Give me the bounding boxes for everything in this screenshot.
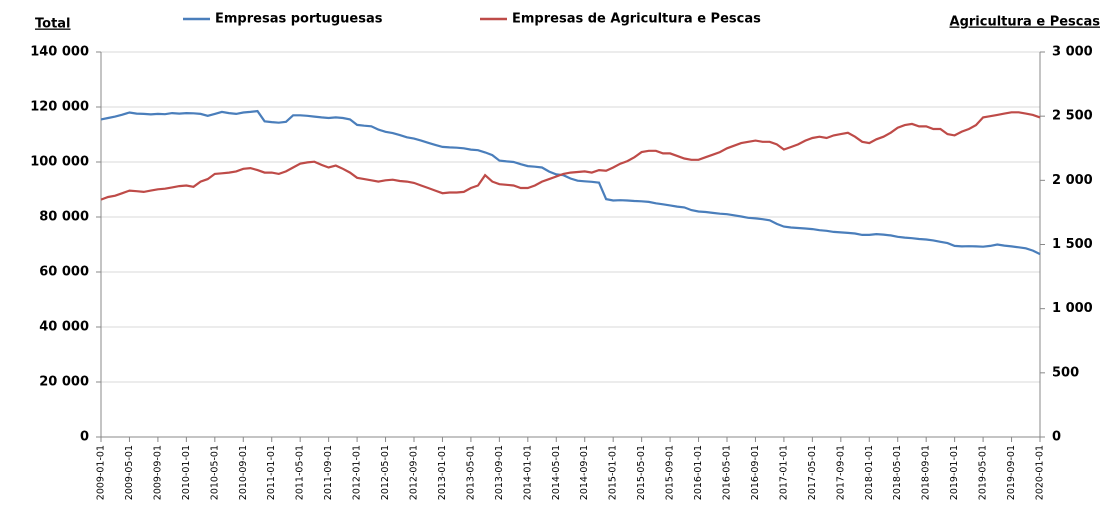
- x-tick-label: 2015-01-01: [608, 445, 619, 500]
- x-tick-label: 2010-01-01: [181, 445, 192, 500]
- x-tick-label: 2020-01-01: [1035, 445, 1046, 500]
- legend-label: Empresas portuguesas: [215, 12, 383, 27]
- x-tick-label: 2014-09-01: [579, 445, 590, 500]
- series-line: [100, 111, 1041, 201]
- x-tick-label: 2010-09-01: [238, 445, 249, 500]
- y2-tick-label: 3 000: [1052, 45, 1093, 60]
- y2-axis-title: Agricultura e Pescas: [950, 15, 1101, 30]
- x-tick-label: 2014-05-01: [551, 445, 562, 500]
- x-tick-label: 2016-09-01: [750, 445, 761, 500]
- y2-tick-label: 500: [1052, 365, 1079, 380]
- x-tick-label: 2011-05-01: [295, 445, 306, 500]
- x-tick-label: 2019-09-01: [1006, 445, 1017, 500]
- series-line: [100, 109, 1041, 256]
- y-tick-label: 100 000: [30, 155, 89, 170]
- x-tick-label: 2011-01-01: [266, 445, 277, 500]
- x-tick-label: 2012-01-01: [352, 445, 363, 500]
- x-tick-label: 2009-05-01: [124, 445, 135, 500]
- x-tick-label: 2012-09-01: [409, 445, 420, 500]
- x-tick-label: 2016-05-01: [722, 445, 733, 500]
- x-tick-label: 2013-09-01: [494, 445, 505, 500]
- y-tick-label: 40 000: [39, 320, 89, 335]
- y-tick-label: 140 000: [30, 45, 89, 60]
- x-tick-label: 2010-05-01: [209, 445, 220, 500]
- x-tick-label: 2015-05-01: [636, 445, 647, 500]
- x-tick-label: 2018-09-01: [921, 445, 932, 500]
- x-tick-label: 2017-01-01: [778, 445, 789, 500]
- x-tick-label: 2018-01-01: [864, 445, 875, 500]
- y-tick-label: 120 000: [30, 100, 89, 115]
- x-tick-label: 2017-09-01: [835, 445, 846, 500]
- x-tick-label: 2018-05-01: [892, 445, 903, 500]
- x-tick-label: 2019-01-01: [949, 445, 960, 500]
- y2-tick-label: 2 500: [1052, 109, 1093, 124]
- x-tick-label: 2009-09-01: [152, 445, 163, 500]
- y-tick-label: 60 000: [39, 265, 89, 280]
- x-tick-label: 2011-09-01: [323, 445, 334, 500]
- y-tick-label: 20 000: [39, 375, 89, 390]
- y2-tick-label: 1 500: [1052, 237, 1093, 252]
- x-tick-label: 2015-09-01: [665, 445, 676, 500]
- y2-tick-label: 2 000: [1052, 173, 1093, 188]
- y2-tick-label: 1 000: [1052, 301, 1093, 316]
- x-tick-label: 2013-05-01: [465, 445, 476, 500]
- x-tick-label: 2016-01-01: [693, 445, 704, 500]
- x-tick-label: 2013-01-01: [437, 445, 448, 500]
- x-tick-label: 2017-05-01: [807, 445, 818, 500]
- x-tick-label: 2019-05-01: [978, 445, 989, 500]
- y-tick-label: 0: [80, 430, 89, 445]
- y2-tick-label: 0: [1052, 430, 1061, 445]
- y-axis-title: Total: [35, 17, 71, 32]
- x-tick-label: 2009-01-01: [96, 445, 107, 500]
- x-tick-label: 2012-05-01: [380, 445, 391, 500]
- y-tick-label: 80 000: [39, 210, 89, 225]
- legend-label: Empresas de Agricultura e Pescas: [512, 12, 761, 27]
- x-tick-label: 2014-01-01: [522, 445, 533, 500]
